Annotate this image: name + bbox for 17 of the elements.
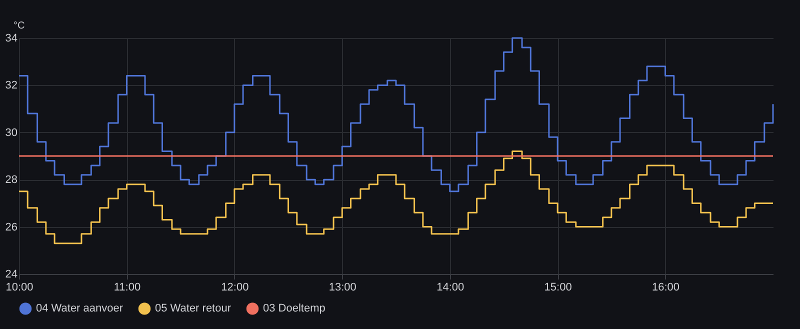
y-tick-label: 26 xyxy=(5,221,18,234)
legend-label: 04 Water aanvoer xyxy=(36,302,124,315)
y-tick-label: 32 xyxy=(5,80,18,92)
x-tick-label: 13:00 xyxy=(328,282,356,294)
y-tick-label: 30 xyxy=(5,126,18,139)
y-tick-label: 24 xyxy=(5,268,18,280)
x-tick-label: 11:00 xyxy=(114,282,141,294)
x-tick-label: 15:00 xyxy=(544,282,572,294)
y-axis-title: °C xyxy=(14,20,25,32)
x-tick-label: 16:00 xyxy=(652,282,680,294)
x-tick-label: 10:00 xyxy=(6,282,34,294)
x-tick-label: 14:00 xyxy=(436,282,464,294)
y-tick-label: 28 xyxy=(5,174,18,186)
legend-label: 03 Doeltemp xyxy=(263,302,326,315)
legend-label: 05 Water retour xyxy=(155,302,232,315)
y-tick-label: 34 xyxy=(5,32,18,44)
x-tick-label: 12:00 xyxy=(221,282,249,294)
